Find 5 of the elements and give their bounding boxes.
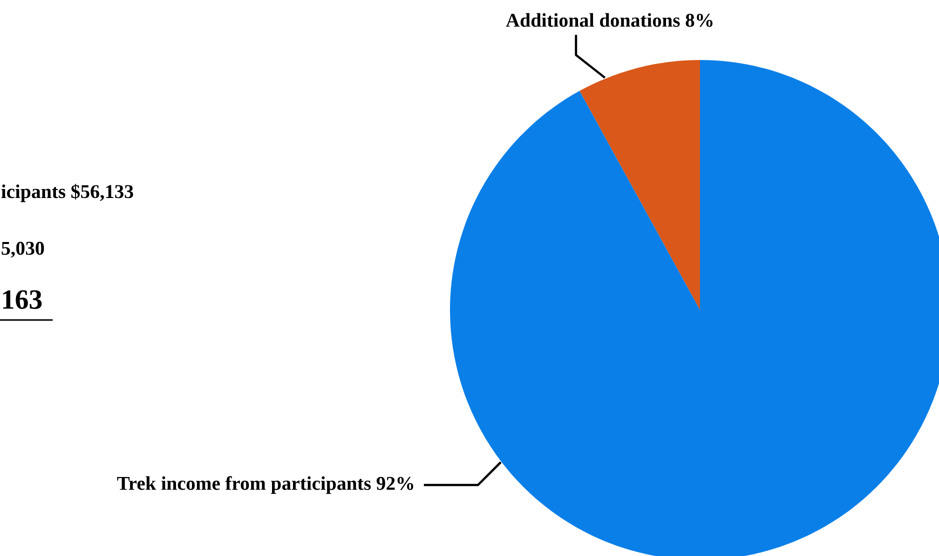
text: 163 (3, 290, 42, 309)
slice-label: Additional donations 8% (506, 13, 712, 27)
text: icipants $56,133 (1, 184, 134, 202)
slice-label: Trek income from participants 92% (117, 476, 414, 494)
text: 5,030 (2, 242, 44, 258)
